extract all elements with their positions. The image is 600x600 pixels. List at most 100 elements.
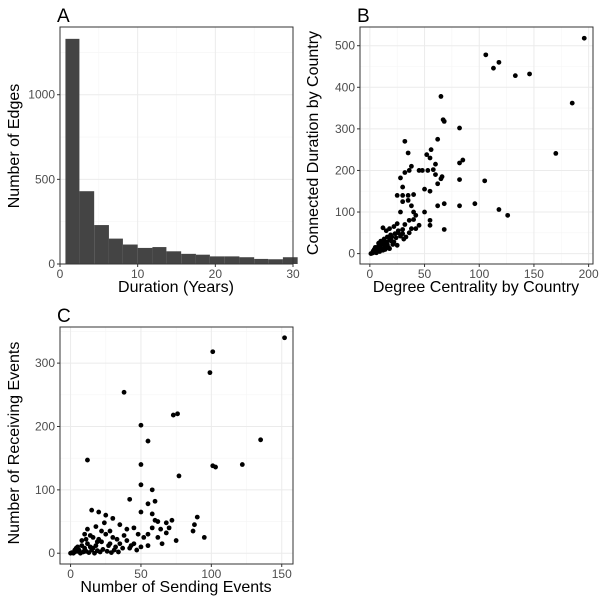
panel-b-scatter-point — [391, 224, 397, 229]
panel-c-scatter-point — [134, 547, 140, 553]
panel-b-scatter-point — [403, 234, 409, 240]
panel-c-scatter-point — [93, 524, 99, 530]
panel-c-scatter-point — [176, 473, 182, 479]
panel-c-scatter-point — [138, 509, 144, 515]
panel-c-scatter-point — [120, 545, 126, 551]
panel-c-y-tick-label: 100 — [35, 483, 55, 497]
panel-c-scatter-point — [239, 462, 245, 467]
panel-c-scatter-point — [158, 526, 164, 532]
panel-a-x-tick-label: 30 — [286, 267, 300, 281]
panel-c-scatter-point — [149, 511, 155, 517]
panel-c-scatter-point — [103, 512, 109, 518]
panel-b-scatter-point — [402, 222, 408, 227]
panel-b-scatter-point — [387, 246, 392, 252]
panel-a-y-tick-label: 1000 — [28, 88, 55, 102]
panel-a-x-tick-label: 10 — [131, 267, 145, 281]
panel-b-scatter-point — [400, 231, 406, 237]
panel-b-scatter-point — [422, 209, 427, 215]
panel-a-histogram-bar — [65, 38, 80, 264]
panel-b-scatter-point — [400, 192, 406, 198]
panel-b-scatter-point — [505, 212, 511, 218]
panel-b-scatter-point — [457, 177, 462, 182]
panel-c-x-tick-label: 50 — [134, 567, 148, 581]
panel-b-y-tick-label: 0 — [348, 247, 355, 261]
panel-b-scatter-point — [383, 228, 389, 234]
panel-a-histogram-bar — [282, 257, 298, 264]
panel-c-y-axis-title: Number of Receiving Events — [6, 342, 23, 545]
panel-b-scatter-point — [424, 152, 430, 158]
panel-b-scatter-point — [394, 242, 400, 248]
panel-c-scatter-point — [86, 550, 92, 555]
panel-b-scatter-point — [400, 227, 406, 232]
panel-b-letter: B — [357, 6, 370, 27]
panel-c-scatter-point — [138, 462, 144, 467]
panel-c-scatter-point — [82, 531, 88, 537]
panel-b-scatter-point — [435, 203, 441, 209]
panel-c-scatter-point — [190, 528, 196, 534]
panel-c-scatter-point — [100, 547, 106, 552]
panel-b-scatter-point — [553, 151, 559, 156]
panel-c-scatter-point — [138, 422, 144, 428]
panel-c-x-axis-title: Number of Sending Events — [80, 579, 271, 596]
panel-a-histogram-bar — [209, 256, 225, 264]
panel-c-scatter-point — [145, 543, 151, 549]
panel-b-scatter-point — [483, 52, 489, 58]
panel-b-scatter-point — [441, 118, 447, 124]
panel-b-scatter-point — [377, 249, 383, 254]
panel-c-scatter-point — [87, 544, 93, 550]
panel-c-plot-area: 0 50 100 150 0 100 200 300 — [35, 326, 294, 581]
panel-b-scatter-point — [425, 168, 431, 173]
panel-c-scatter-point — [110, 515, 116, 521]
panel-b-scatter-point — [392, 231, 398, 237]
panel-b-scatter-point — [427, 188, 433, 194]
panel-b-scatter-point — [428, 147, 434, 153]
panel-c-scatter-point — [155, 534, 161, 540]
panel-c-scatter-point — [89, 507, 95, 513]
panel-c-scatter-point — [117, 541, 123, 547]
panel-c-scatter-point — [68, 550, 73, 556]
panel-c-scatter-point — [116, 549, 121, 555]
panel-b-scatter-point — [439, 174, 445, 180]
panel-a: A 0 10 20 30 0 500 1000 Duration (Years) Numbe… — [6, 6, 300, 296]
panel-b-scatter-point — [581, 35, 587, 41]
panel-b-scatter-point — [405, 150, 411, 156]
panel-c-scatter-point — [149, 525, 155, 531]
panel-b-scatter-point — [419, 168, 425, 173]
panel-c-scatter-point — [145, 531, 151, 537]
panel-b-scatter-point — [393, 235, 399, 241]
panel-b-scatter-point — [406, 230, 412, 236]
panel-c-scatter-point — [110, 534, 116, 540]
panel-c-scatter-point — [99, 528, 104, 534]
panel-c-scatter-point — [103, 531, 109, 537]
panel-b-scatter-point — [569, 100, 575, 106]
panel-a-histogram-bar — [166, 251, 182, 264]
panel-c-scatter-point — [128, 543, 134, 549]
panel-b-y-tick-label: 300 — [335, 122, 355, 136]
panel-a-histogram-bar — [152, 247, 167, 264]
panel-c-scatter-point — [87, 533, 93, 538]
panel-b-y-axis-title: Connected Duration by Country — [305, 31, 322, 255]
panel-b-scatter-point — [512, 73, 518, 79]
panel-c-scatter-point — [107, 541, 113, 547]
panel-a-plot-area: 0 10 20 30 0 500 1000 — [28, 26, 300, 281]
panel-c-scatter-point — [101, 520, 107, 526]
panel-a-x-axis-title: Duration (Years) — [118, 279, 234, 296]
panel-c-scatter-point — [170, 412, 176, 418]
panel-b-x-tick-label: 200 — [579, 267, 599, 281]
panel-b-x-tick-label: 0 — [367, 267, 374, 281]
panel-c-scatter-point — [145, 438, 151, 444]
panel-b-scatter-point — [394, 192, 400, 198]
panel-b: B 0 50 100 150 200 0 100 200 300 400 500 Degree Ce… — [305, 6, 599, 296]
panel-c-scatter-point — [175, 411, 180, 417]
panel-b-scatter-point — [441, 201, 447, 207]
panel-c-scatter-point — [104, 548, 110, 554]
panel-c-y-tick-label: 300 — [35, 356, 55, 370]
panel-b-scatter-point — [491, 65, 496, 71]
panel-c-x-tick-label: 150 — [272, 567, 292, 581]
panel-a-histogram-bar — [122, 244, 138, 264]
panel-b-scatter-point — [433, 161, 438, 167]
panel-c-scatter-point — [192, 522, 197, 528]
panel-c-scatter-point — [145, 501, 151, 507]
panel-b-scatter-point — [409, 203, 414, 209]
panel-c-scatter-point — [210, 349, 216, 355]
